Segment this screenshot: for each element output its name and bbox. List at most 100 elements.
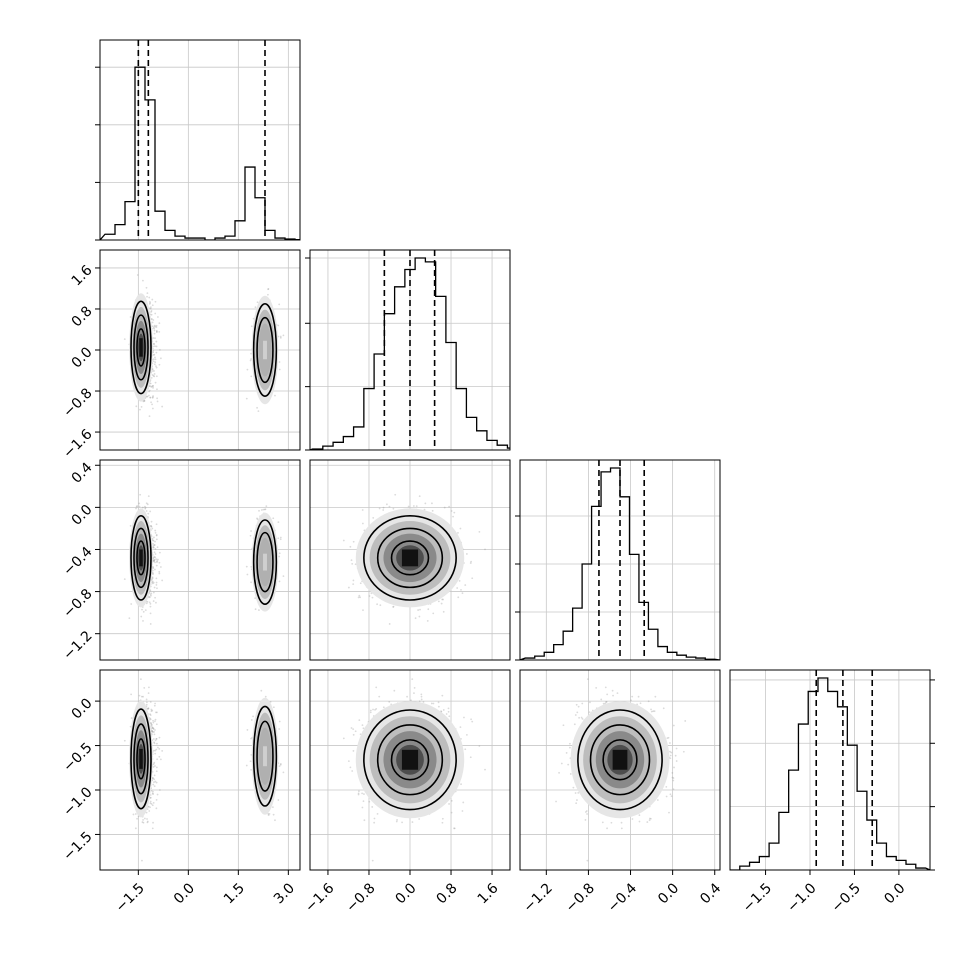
scatter-point xyxy=(159,758,162,761)
density-contour xyxy=(130,300,152,395)
scatter-point xyxy=(141,859,143,862)
scatter-point xyxy=(158,363,161,366)
scatter-point xyxy=(153,327,155,330)
grid-lines xyxy=(100,40,300,241)
scatter-point xyxy=(154,337,156,340)
scatter-point xyxy=(262,508,265,511)
scatter-point xyxy=(150,710,153,713)
scatter-point xyxy=(152,374,155,377)
scatter-point xyxy=(149,602,152,605)
scatter-point xyxy=(279,335,282,338)
scatter-point xyxy=(161,579,164,582)
scatter-point xyxy=(407,505,410,508)
scatter-point xyxy=(437,600,440,603)
scatter-point xyxy=(147,708,149,710)
y-tick-label: 0.8 xyxy=(69,303,96,330)
y-tick-label: 0.0 xyxy=(69,344,96,371)
scatter-point xyxy=(465,553,468,555)
density-peak xyxy=(263,340,267,360)
scatter-point xyxy=(158,551,161,554)
scatter-point xyxy=(471,577,474,580)
scatter-point xyxy=(146,820,149,823)
y-tick-label: 1.6 xyxy=(69,262,96,289)
y-tick-label: −0.8 xyxy=(60,385,95,420)
scatter-point xyxy=(155,523,158,526)
scatter-point xyxy=(134,813,137,815)
scatter-point xyxy=(154,553,157,555)
scatter-point xyxy=(152,738,155,740)
scatter-point xyxy=(130,603,133,605)
scatter-point xyxy=(153,373,156,375)
panel-frame xyxy=(99,459,301,661)
panel-3-2 xyxy=(310,460,510,660)
scatter-point xyxy=(357,596,360,599)
scatter-point xyxy=(154,312,157,315)
scatter-point xyxy=(153,332,156,335)
scatter-point xyxy=(274,819,276,822)
scatter-point xyxy=(155,366,158,369)
scatter-point xyxy=(155,584,158,586)
scatter-point xyxy=(151,726,154,729)
scatter-point xyxy=(249,534,252,537)
density-peak xyxy=(139,549,143,567)
scatter-point xyxy=(278,303,281,306)
scatter-point xyxy=(155,770,158,773)
scatter-point xyxy=(149,713,151,716)
scatter-point xyxy=(372,516,375,519)
scatter-point xyxy=(152,358,155,361)
scatter-point xyxy=(282,334,285,337)
scatter-point xyxy=(359,596,361,599)
panel-3-1 xyxy=(100,460,300,660)
scatter-point xyxy=(352,583,355,586)
y-tick-label: −0.4 xyxy=(60,544,95,579)
scatter-point xyxy=(151,403,153,406)
scatter-point xyxy=(274,394,276,397)
scatter-point xyxy=(146,600,149,603)
scatter-point xyxy=(155,564,158,567)
scatter-point xyxy=(151,580,154,583)
scatter-point xyxy=(250,352,252,355)
scatter-point xyxy=(154,780,157,783)
scatter-point xyxy=(152,395,154,397)
y-tick-label: −1.6 xyxy=(60,426,95,461)
scatter-point xyxy=(152,766,155,768)
scatter-point xyxy=(154,345,156,348)
scatter-point xyxy=(148,415,151,418)
scatter-point xyxy=(152,573,154,576)
scatter-point xyxy=(414,617,417,620)
scatter-point xyxy=(147,495,150,498)
scatter-point xyxy=(156,587,158,590)
scatter-point xyxy=(140,695,143,698)
scatter-point xyxy=(144,609,147,612)
scatter-point xyxy=(155,329,158,332)
scatter-point xyxy=(460,588,462,591)
scatter-point xyxy=(145,701,148,704)
scatter-point xyxy=(134,827,137,830)
scatter-point xyxy=(152,600,155,602)
scatter-point xyxy=(153,559,156,562)
scatter-point xyxy=(277,324,280,327)
scatter-point xyxy=(161,750,164,752)
scatter-point xyxy=(161,405,164,408)
scatter-point xyxy=(352,579,355,582)
scatter-point xyxy=(155,534,158,536)
scatter-point xyxy=(156,742,158,745)
scatter-point xyxy=(151,581,154,584)
scatter-point xyxy=(150,723,153,726)
scatter-point xyxy=(154,358,157,361)
scatter-point xyxy=(442,598,445,601)
scatter-point xyxy=(368,595,371,597)
scatter-point xyxy=(148,601,151,604)
scatter-point xyxy=(142,819,144,821)
scatter-point xyxy=(152,319,155,321)
scatter-point xyxy=(151,730,154,733)
scatter-point xyxy=(453,511,456,514)
scatter-point xyxy=(143,399,146,402)
scatter-point xyxy=(152,386,154,389)
scatter-point xyxy=(149,802,152,805)
scatter-point xyxy=(361,509,364,511)
scatter-point xyxy=(159,357,162,360)
scatter-point xyxy=(148,596,151,599)
scatter-point xyxy=(457,531,459,534)
scatter-point xyxy=(250,737,252,740)
